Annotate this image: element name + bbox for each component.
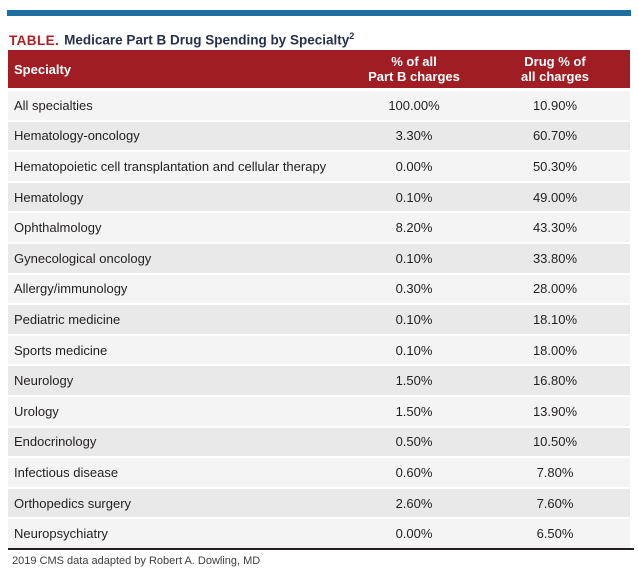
- specialty-cell: Gynecological oncology: [8, 243, 348, 275]
- table-label: TABLE.: [9, 32, 60, 48]
- drug-cell: 7.80%: [480, 458, 630, 489]
- drug-cell: 50.30%: [480, 152, 630, 183]
- specialty-cell: Allergy/immunology: [8, 274, 348, 306]
- table-header-row: Specialty % of all Part B charges Drug %…: [8, 50, 630, 91]
- specialty-cell: All specialties: [8, 91, 348, 122]
- table-row: Hematopoietic cell transplantation and c…: [8, 152, 630, 183]
- table-row: Gynecological oncology 0.10% 33.80%: [8, 243, 630, 275]
- specialty-cell: Neuropsychiatry: [8, 519, 348, 550]
- drug-cell: 28.00%: [480, 274, 630, 306]
- specialty-cell: Urology: [8, 396, 348, 428]
- specialty-cell: Infectious disease: [8, 458, 348, 489]
- partb-cell: 0.50%: [348, 427, 480, 459]
- table-row: Pediatric medicine 0.10% 18.10%: [8, 305, 630, 336]
- footnote: 2019 CMS data adapted by Robert A. Dowli…: [8, 548, 634, 567]
- partb-cell: 0.10%: [348, 305, 480, 336]
- table-row: Orthopedics surgery 2.60% 7.60%: [8, 488, 630, 520]
- table-row: Allergy/immunology 0.30% 28.00%: [8, 274, 630, 306]
- partb-cell: 100.00%: [348, 91, 480, 122]
- specialty-cell: Pediatric medicine: [8, 305, 348, 336]
- specialty-cell: Hematology: [8, 182, 348, 214]
- specialty-cell: Neurology: [8, 366, 348, 397]
- partb-cell: 1.50%: [348, 366, 480, 397]
- partb-cell: 0.30%: [348, 274, 480, 306]
- table-row: Urology 1.50% 13.90%: [8, 396, 630, 428]
- drug-cell: 16.80%: [480, 366, 630, 397]
- partb-cell: 1.50%: [348, 396, 480, 428]
- specialty-cell: Ophthalmology: [8, 213, 348, 244]
- drug-cell: 49.00%: [480, 182, 630, 214]
- specialty-cell: Endocrinology: [8, 427, 348, 459]
- specialty-cell: Hematopoietic cell transplantation and c…: [8, 152, 348, 183]
- table-row: Neuropsychiatry 0.00% 6.50%: [8, 519, 630, 550]
- table-body: All specialties 100.00% 10.90% Hematology-o…: [8, 91, 630, 550]
- drug-cell: 7.60%: [480, 488, 630, 520]
- table-row: Sports medicine 0.10% 18.00%: [8, 335, 630, 367]
- partb-cell: 0.10%: [348, 335, 480, 367]
- top-accent-bar: [7, 10, 631, 16]
- table-title: TABLE. Medicare Part B Drug Spending by S…: [9, 28, 354, 49]
- drug-cell: 6.50%: [480, 519, 630, 550]
- drug-cell: 18.00%: [480, 335, 630, 367]
- drug-cell: 10.50%: [480, 427, 630, 459]
- table-row: Hematology 0.10% 49.00%: [8, 182, 630, 214]
- column-header-partb: % of all Part B charges: [348, 50, 480, 91]
- drug-cell: 13.90%: [480, 396, 630, 428]
- partb-cell: 0.00%: [348, 519, 480, 550]
- table-row: Ophthalmology 8.20% 43.30%: [8, 213, 630, 244]
- drug-cell: 43.30%: [480, 213, 630, 244]
- drug-cell: 33.80%: [480, 243, 630, 275]
- partb-cell: 2.60%: [348, 488, 480, 520]
- table-row: Infectious disease 0.60% 7.80%: [8, 458, 630, 489]
- title-text: Medicare Part B Drug Spending by Special…: [64, 32, 350, 48]
- specialty-cell: Sports medicine: [8, 335, 348, 367]
- table-row: All specialties 100.00% 10.90%: [8, 91, 630, 122]
- drug-cell: 18.10%: [480, 305, 630, 336]
- table-row: Neurology 1.50% 16.80%: [8, 366, 630, 397]
- column-header-specialty: Specialty: [8, 50, 348, 91]
- column-header-drug: Drug % of all charges: [480, 50, 630, 91]
- table-row: Endocrinology 0.50% 10.50%: [8, 427, 630, 459]
- spending-table: Specialty % of all Part B charges Drug %…: [8, 50, 630, 550]
- partb-cell: 8.20%: [348, 213, 480, 244]
- specialty-cell: Orthopedics surgery: [8, 488, 348, 520]
- partb-cell: 0.10%: [348, 182, 480, 214]
- partb-cell: 0.10%: [348, 243, 480, 275]
- partb-cell: 3.30%: [348, 121, 480, 153]
- specialty-cell: Hematology-oncology: [8, 121, 348, 153]
- table-row: Hematology-oncology 3.30% 60.70%: [8, 121, 630, 153]
- drug-cell: 10.90%: [480, 91, 630, 122]
- partb-cell: 0.00%: [348, 152, 480, 183]
- partb-cell: 0.60%: [348, 458, 480, 489]
- drug-cell: 60.70%: [480, 121, 630, 153]
- title-superscript: 2: [349, 31, 355, 41]
